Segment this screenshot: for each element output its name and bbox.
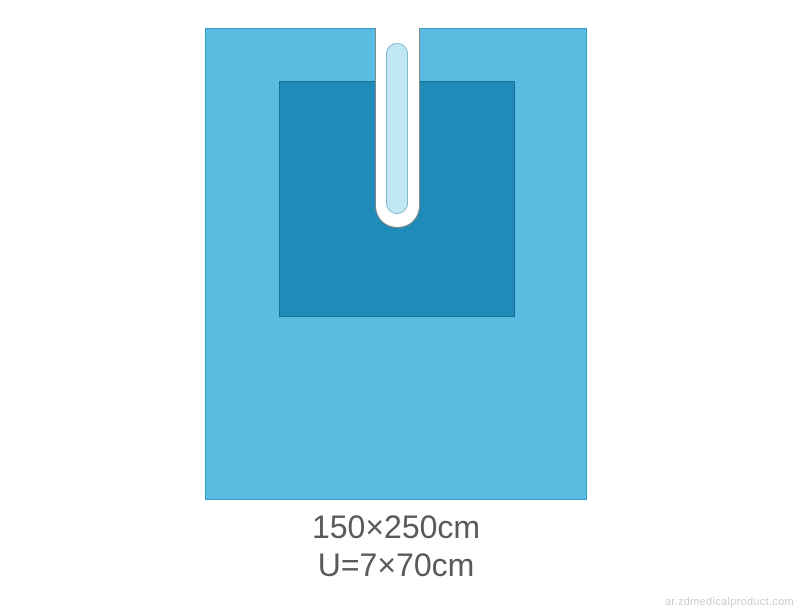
dimension-line-2: U=7×70cm (170, 546, 622, 584)
watermark-text: ar.zdmedicalproduct.com (665, 596, 794, 608)
u-slot-inner (386, 43, 408, 214)
drape-diagram: 150×250cm U=7×70cm (170, 28, 622, 583)
dimension-labels: 150×250cm U=7×70cm (170, 508, 622, 585)
dimension-line-1: 150×250cm (170, 508, 622, 546)
